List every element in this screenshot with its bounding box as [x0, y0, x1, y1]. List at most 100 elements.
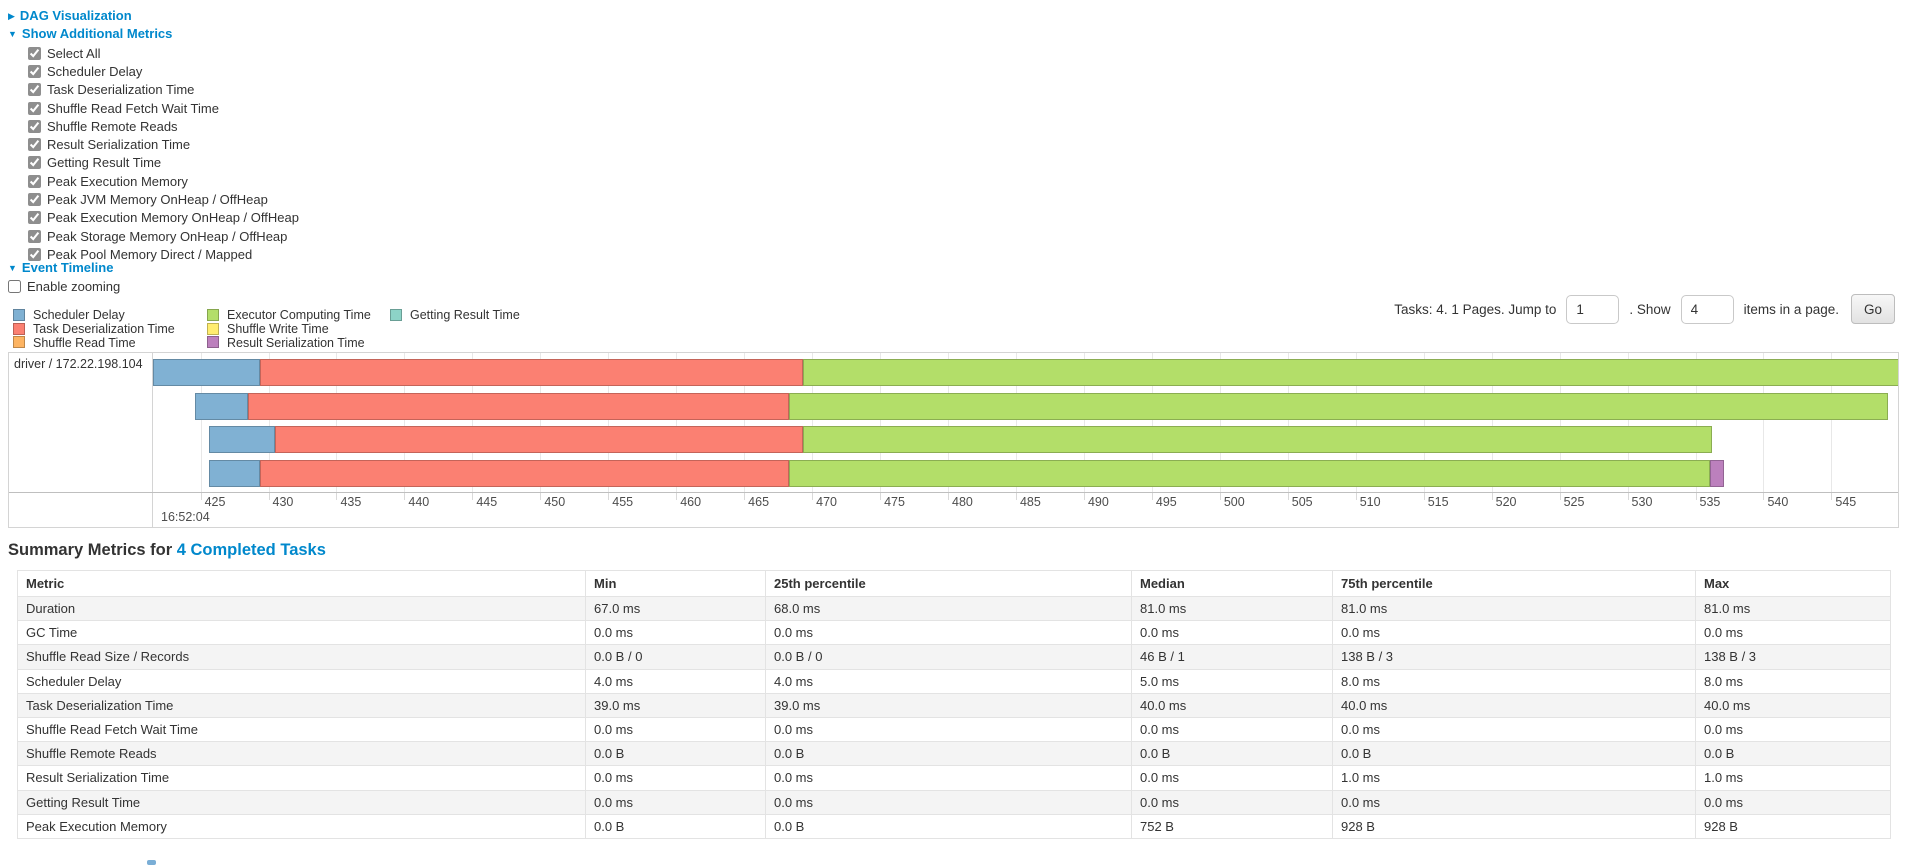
- metric-checkbox-8[interactable]: [28, 193, 41, 207]
- column-header: 75th percentile: [1332, 570, 1696, 597]
- gridline: [1423, 353, 1425, 492]
- metric-checkbox-label: Shuffle Read Fetch Wait Time: [47, 100, 219, 116]
- tick-mark: [880, 493, 882, 500]
- metric-value-cell: 138 B / 3: [1332, 644, 1696, 670]
- metric-checkbox-4[interactable]: [28, 119, 41, 133]
- computing-swatch-icon: [207, 308, 219, 321]
- metric-value-cell: 4.0 ms: [765, 668, 1132, 694]
- metric-checkbox-6[interactable]: [28, 156, 41, 170]
- timeline-plot-area: [153, 353, 1898, 492]
- timeline-axis-labels: 425 430 435 440 445 450 455 460 465 470 475 480 485 4…: [153, 493, 1898, 528]
- gridline: [608, 353, 610, 492]
- legend-label: Shuffle Read Time: [33, 335, 136, 350]
- timeline-axis: 425 430 435 440 445 450 455 460 465 470 475 480 485 4…: [9, 492, 1898, 527]
- metric-checkbox-label: Peak Storage Memory OnHeap / OffHeap: [47, 228, 288, 244]
- show-text: . Show: [1629, 301, 1671, 317]
- jump-to-page-input[interactable]: [1566, 294, 1620, 324]
- metric-value-cell: 0.0 ms: [765, 716, 1132, 743]
- metric-checkbox-3[interactable]: [28, 101, 41, 115]
- metric-checkbox-10[interactable]: [28, 229, 41, 243]
- computing-segment: [789, 392, 1889, 420]
- metric-value-cell: 0.0 ms: [1332, 789, 1696, 815]
- column-header: Max: [1695, 570, 1891, 597]
- gridline: [1763, 353, 1765, 492]
- metric-value-cell: 46 B / 1: [1131, 644, 1333, 670]
- enable-zooming-checkbox[interactable]: [8, 280, 21, 293]
- metric-value-cell: 8.0 ms: [1695, 668, 1891, 694]
- metric-value-cell: 8.0 ms: [1332, 668, 1696, 694]
- legend-label: Executor Computing Time: [227, 307, 371, 322]
- task-pagination: Tasks: 4. 1 Pages. Jump to . Show items …: [1390, 294, 1895, 324]
- legend-column: Scheduler Delay Task Deserialization Time…: [13, 307, 175, 350]
- gridline: [1831, 353, 1833, 492]
- task-bar-3[interactable]: [208, 426, 1712, 453]
- column-header: 25th percentile: [765, 570, 1132, 597]
- gridline: [1287, 353, 1289, 492]
- metric-checkbox-11[interactable]: [28, 247, 41, 261]
- tick-mark: [1219, 493, 1221, 500]
- column-header: Median: [1131, 570, 1333, 597]
- metric-checkbox-label: Getting Result Time: [47, 155, 162, 171]
- gridline: [880, 353, 882, 492]
- go-button[interactable]: Go: [1850, 294, 1895, 324]
- deserialization-segment: [248, 392, 790, 420]
- event-timeline-toggle[interactable]: ▼ Event Timeline: [8, 260, 113, 275]
- tick-mark: [608, 493, 610, 500]
- scheduler-delay-swatch-icon: [13, 308, 25, 321]
- tick-mark: [404, 493, 406, 500]
- gridline: [1559, 353, 1561, 492]
- metric-checkbox-0[interactable]: [28, 46, 41, 60]
- metric-value-cell: 928 B: [1695, 813, 1891, 839]
- task-bar-2[interactable]: [195, 392, 1889, 420]
- metric-value-cell: 0.0 ms: [765, 789, 1132, 815]
- metric-name-cell: Shuffle Read Fetch Wait Time: [17, 716, 586, 743]
- tick-label: 485: [1019, 495, 1041, 509]
- metric-value-cell: 0.0 B: [585, 813, 766, 839]
- items-per-page-text: items in a page.: [1743, 301, 1839, 317]
- items-per-page-input[interactable]: [1680, 294, 1734, 324]
- tick-mark: [268, 493, 270, 500]
- task-bar-1[interactable]: [153, 359, 1898, 386]
- table-row: Duration 67.0 ms 68.0 ms 81.0 ms 81.0 ms 81.0…: [17, 595, 1891, 622]
- metric-checkbox-row: Select All: [28, 44, 299, 62]
- legend-column: Getting Result Time: [390, 308, 520, 322]
- metric-checkbox-9[interactable]: [28, 211, 41, 225]
- tick-label: 500: [1223, 495, 1245, 509]
- metric-checkbox-7[interactable]: [28, 174, 41, 188]
- metric-checkbox-label: Peak Pool Memory Direct / Mapped: [47, 246, 253, 262]
- completed-tasks-link[interactable]: 4 Completed Tasks: [176, 541, 326, 559]
- tick-mark: [1695, 493, 1697, 500]
- deserialization-swatch-icon: [13, 322, 25, 335]
- gridline: [472, 353, 474, 492]
- metric-value-cell: 0.0 B: [765, 741, 1132, 767]
- metric-value-cell: 1.0 ms: [1332, 765, 1696, 791]
- metric-checkbox-1[interactable]: [28, 64, 41, 78]
- show-additional-metrics-toggle[interactable]: ▼ Show Additional Metrics: [8, 26, 172, 41]
- metric-checkbox-row: Scheduler Delay: [28, 62, 299, 80]
- metric-checkbox-label: Select All: [47, 45, 101, 61]
- table-row: Shuffle Remote Reads 0.0 B 0.0 B 0.0 B 0.0 B…: [17, 741, 1891, 767]
- legend-item: Executor Computing Time: [207, 308, 371, 322]
- metric-name-cell: Peak Execution Memory: [17, 813, 586, 839]
- metric-checkbox-5[interactable]: [28, 138, 41, 152]
- table-row: GC Time 0.0 ms 0.0 ms 0.0 ms 0.0 ms 0.0 ms: [17, 620, 1891, 646]
- metric-name-cell: GC Time: [17, 620, 586, 646]
- legend-label: Scheduler Delay: [33, 307, 125, 322]
- metric-checkbox-row: Peak Execution Memory: [28, 172, 299, 190]
- tick-label: 475: [884, 495, 905, 509]
- legend-label: Getting Result Time: [410, 307, 520, 322]
- show-additional-metrics-label: Show Additional Metrics: [21, 26, 173, 41]
- metric-name-cell: Scheduler Delay: [17, 668, 586, 694]
- metric-value-cell: 0.0 ms: [1131, 716, 1333, 743]
- table-row: Shuffle Read Fetch Wait Time 0.0 ms 0.0 ms…: [17, 716, 1891, 743]
- metric-value-cell: 0.0 ms: [1131, 765, 1333, 791]
- deserialization-segment: [275, 426, 803, 453]
- summary-metrics-title: Summary Metrics for 4 Completed Tasks: [8, 541, 326, 560]
- task-bar-4[interactable]: [208, 459, 1725, 487]
- tick-mark: [540, 493, 542, 500]
- summary-title-prefix: Summary Metrics for: [8, 541, 177, 559]
- metric-checkbox-row: Shuffle Remote Reads: [28, 117, 299, 135]
- legend-item: Shuffle Write Time: [207, 322, 371, 336]
- metric-checkbox-2[interactable]: [28, 83, 41, 97]
- dag-visualization-toggle[interactable]: ▶ DAG Visualization: [8, 8, 132, 23]
